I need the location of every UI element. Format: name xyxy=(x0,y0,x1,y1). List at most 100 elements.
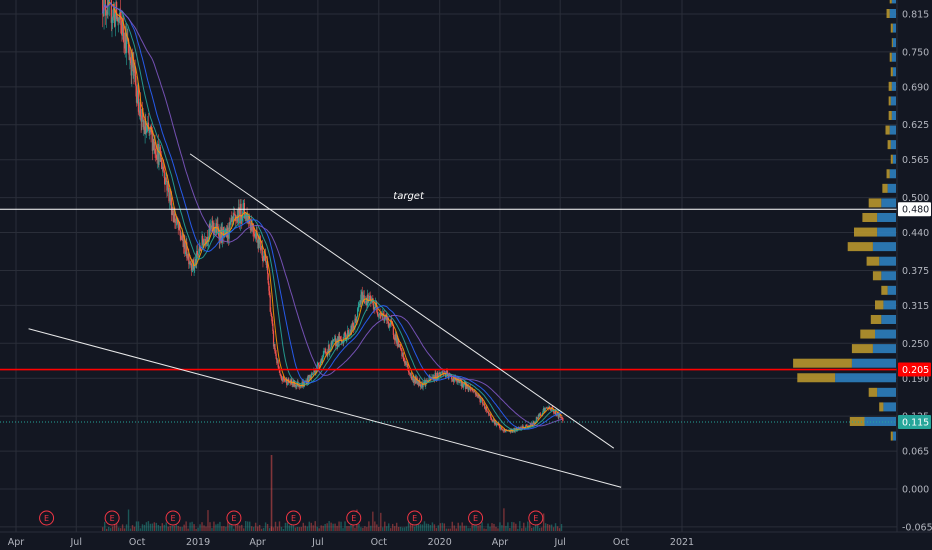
earnings-marker xyxy=(104,510,120,526)
volume-profile-down xyxy=(849,416,865,426)
candle-body xyxy=(548,406,550,409)
candle-body xyxy=(540,415,542,416)
volume-bar xyxy=(459,525,461,531)
volume-bar xyxy=(223,526,225,531)
candle-body xyxy=(476,395,479,397)
candle-body xyxy=(411,376,414,381)
candle-body xyxy=(368,300,370,303)
candle-body xyxy=(166,181,168,191)
volume-bar xyxy=(250,526,253,531)
candle-body xyxy=(140,116,142,122)
candle-body xyxy=(120,19,122,25)
volume-bar xyxy=(104,521,106,531)
candle-body xyxy=(324,351,326,352)
candle-body xyxy=(533,422,535,424)
candle-body xyxy=(165,177,167,185)
candle-body xyxy=(212,223,214,232)
candle-body xyxy=(560,416,563,418)
volume-bar xyxy=(493,523,495,531)
volume-bar xyxy=(423,521,426,531)
volume-profile-up xyxy=(892,23,896,33)
candle-body xyxy=(134,65,136,77)
candle-body xyxy=(428,376,430,381)
price-axis-panel[interactable] xyxy=(897,0,932,532)
time-axis-panel[interactable] xyxy=(0,532,932,550)
volume-profile-down xyxy=(881,285,888,295)
earnings-marker-label: E xyxy=(291,514,296,523)
candle-body xyxy=(232,216,234,218)
candle-body xyxy=(396,337,398,347)
volume-bar xyxy=(511,521,513,531)
candle-body xyxy=(558,414,560,418)
candle-body xyxy=(543,408,545,411)
candle-body xyxy=(118,18,120,23)
candle-body xyxy=(286,378,288,385)
moving-average-line xyxy=(102,1,563,432)
volume-bar xyxy=(463,525,465,531)
time-tick-label: 2019 xyxy=(186,537,210,548)
candle-body xyxy=(112,8,114,18)
time-tick-label: Apr xyxy=(492,537,509,548)
candle-body xyxy=(319,365,321,368)
volume-bar xyxy=(137,521,140,531)
volume-bar xyxy=(397,527,400,531)
volume-bar xyxy=(471,524,473,531)
candle-body xyxy=(170,197,173,215)
candle-body xyxy=(372,300,374,304)
candle-body xyxy=(167,181,169,191)
price-tick-label: -0.065 xyxy=(902,522,932,533)
candle-body xyxy=(525,425,528,426)
candle-body xyxy=(409,373,411,376)
candle-body xyxy=(153,139,155,147)
candle-body xyxy=(546,407,548,409)
volume-profile-down xyxy=(854,227,878,237)
candle-body xyxy=(490,417,492,420)
candle-body xyxy=(247,215,249,224)
candle-body xyxy=(252,224,254,230)
candle-body xyxy=(137,84,140,112)
candle-body xyxy=(340,339,342,341)
candle-body xyxy=(131,52,133,76)
candle-body xyxy=(553,412,555,414)
volume-profile-down xyxy=(868,198,882,208)
candle-body xyxy=(159,146,161,149)
volume-bar xyxy=(378,526,380,531)
candle-body xyxy=(320,358,322,362)
volume-bar xyxy=(455,528,457,531)
candle-body xyxy=(129,57,132,64)
candle-body xyxy=(188,261,191,265)
candle-body xyxy=(392,325,394,335)
price-tick-label: 0.190 xyxy=(902,374,929,385)
candle-body xyxy=(526,425,528,427)
candle-body xyxy=(229,221,232,225)
annotations: target xyxy=(393,191,425,202)
volume-bar xyxy=(316,526,318,531)
candle-body xyxy=(515,427,517,429)
trendline xyxy=(189,153,615,449)
time-tick-label: 2021 xyxy=(670,537,694,548)
candle-body xyxy=(537,414,539,419)
volume-bar xyxy=(473,522,475,531)
candle-body xyxy=(401,349,403,357)
volume-bar xyxy=(264,522,267,531)
volume-bar xyxy=(203,525,205,531)
volume-bar xyxy=(207,510,209,531)
candle-body xyxy=(405,361,407,365)
candle-body xyxy=(305,381,307,382)
volume-profile-down xyxy=(887,140,891,150)
candle-body xyxy=(185,242,187,253)
volume-profile-down xyxy=(888,96,891,106)
candle-body xyxy=(184,252,187,254)
price-tick-label: 0.565 xyxy=(902,155,929,166)
candle-body xyxy=(310,374,312,379)
time-tick-label: Oct xyxy=(371,537,388,548)
candle-body xyxy=(453,379,455,382)
volume-bar xyxy=(399,526,402,531)
volume-bar xyxy=(453,525,455,531)
candle-body xyxy=(147,122,149,127)
candle-body xyxy=(339,336,341,340)
candle-body xyxy=(482,404,484,405)
candle-body xyxy=(196,251,198,255)
